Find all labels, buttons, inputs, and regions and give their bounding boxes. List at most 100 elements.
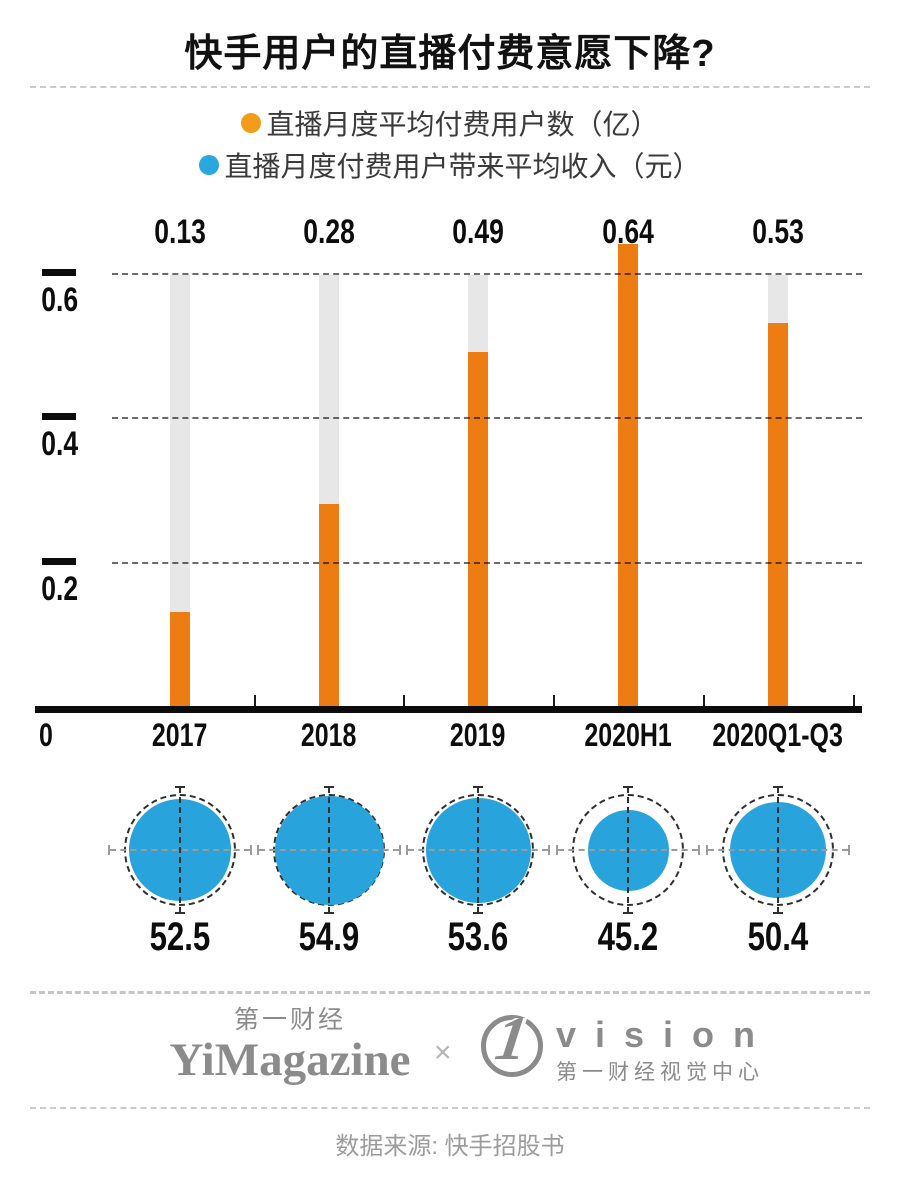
crosshair-cap [848,845,850,855]
bubble-value-label: 54.9 [259,915,399,960]
bubble-value-label-text: 54.9 [298,915,360,959]
bar-track [170,275,190,706]
x-axis-origin-label: 0 [39,717,53,753]
crosshair-cap [773,786,783,788]
bar-2018 [319,504,339,706]
crosshair-cap [406,845,408,855]
x-axis-label: 2020Q1-Q3 [693,717,863,754]
crosshair-cap [623,786,633,788]
vision-wordmark: vision [556,1014,775,1055]
legend: 直播月度平均付费用户数（亿） 直播月度付费用户带来平均收入（元） [0,102,900,186]
crosshair-cap [257,845,259,855]
x-axis-label-text: 2018 [301,717,357,753]
bubble-crosshair-vertical [328,787,330,913]
y-axis-tick [42,413,76,420]
bubble-value-label: 53.6 [408,915,548,960]
vision-circle-icon [481,1015,543,1077]
bar-value-label-text: 0.28 [303,213,355,251]
legend-dot-orange-icon [241,113,262,133]
bubble-crosshair-vertical [477,787,479,913]
yimagazine-logo: 第一财经 YiMagazine [148,1000,432,1085]
bubble-value-label-text: 50.4 [747,915,809,959]
x-axis-label: 2020H1 [543,717,713,754]
crosshair-cap [698,845,700,855]
bar-2020Q1-Q3 [768,323,788,706]
yimagazine-logo-cn: 第一财经 [233,1006,346,1034]
bar-value-label-text: 0.13 [154,213,206,251]
bubble-value-label-text: 45.2 [597,915,659,959]
y-axis-tick-label-text: 0.2 [41,570,79,608]
legend-label-paying-users: 直播月度平均付费用户数（亿） [266,109,659,140]
gridline [112,562,862,564]
x-axis-label: 2018 [244,717,414,754]
page-title: 快手用户的直播付费意愿下降? [184,33,716,75]
legend-item-paying-users: 直播月度平均付费用户数（亿） [241,102,659,144]
bubble-crosshair-vertical [627,787,629,913]
crosshair-cap [473,912,483,914]
bubble-crosshair-vertical [179,787,181,913]
bar-value-label: 0.53 [718,213,838,252]
crosshair-cap [250,845,252,855]
x-axis-label-text: 2020H1 [584,717,672,753]
y-axis-tick-label: 0.6 [30,281,90,320]
y-axis-tick-label-text: 0.4 [41,425,79,463]
crosshair-cap [399,845,401,855]
gridline [112,417,862,419]
cross-icon: × [434,1036,452,1069]
crosshair-cap [773,912,783,914]
crosshair-cap [473,786,483,788]
y-axis-tick-label: 0.2 [30,570,90,609]
legend-label-arpu: 直播月度付费用户带来平均收入（元） [224,151,701,182]
crosshair-cap [324,786,334,788]
x-axis-line [35,706,862,713]
crosshair-cap [175,786,185,788]
crosshair-cap [556,845,558,855]
bar-value-label: 0.28 [269,213,389,252]
y-axis-tick [42,269,76,276]
y-axis-tick [42,558,76,565]
x-axis-label: 2019 [393,717,563,754]
bubble-value-label-text: 53.6 [447,915,509,959]
axis-minor-tick [403,695,405,706]
crosshair-cap [706,845,708,855]
axis-minor-tick [853,695,855,706]
legend-item-arpu: 直播月度付费用户带来平均收入（元） [199,144,701,186]
bar-value-label: 0.49 [418,213,538,252]
yimagazine-logo-en: YiMagazine [169,1034,411,1086]
bubble-value-label: 50.4 [708,915,848,960]
bubble-crosshair-vertical [777,787,779,913]
crosshair-cap [108,845,110,855]
x-axis-label: 2017 [95,717,265,754]
x-axis-label-text: 2020Q1-Q3 [712,717,844,753]
bubble-value-label: 45.2 [558,915,698,960]
legend-dot-blue-icon [199,155,220,175]
vision-subtitle: 第一财经视觉中心 [556,1061,764,1084]
bubble-value-label: 52.5 [110,915,250,960]
crosshair-cap [175,912,185,914]
bar-2017 [170,612,190,706]
data-source: 数据来源: 快手招股书 [335,1133,565,1160]
bar-value-label-text: 0.53 [752,213,804,251]
bar-2020H1 [618,244,638,706]
divider-mid [30,991,870,994]
x-axis-label-text: 2019 [450,717,506,753]
axis-minor-tick [703,695,705,706]
bar-2019 [468,352,488,706]
bar-chart: 0 0.2 0.4 0.6 0.13 2017 0.28 2018 0.49 2019 0.64 2… [0,205,900,770]
y-axis-tick-label-text: 0.6 [41,281,79,319]
axis-minor-tick [254,695,256,706]
crosshair-cap [548,845,550,855]
bar-value-label-text: 0.49 [452,213,504,251]
y-axis-tick-label: 0.4 [30,425,90,464]
divider-top [30,86,870,88]
gridline [112,273,862,275]
x-axis-label-text: 2017 [152,717,208,753]
crosshair-cap [324,912,334,914]
bar-value-label: 0.13 [120,213,240,252]
divider-bottom [30,1107,870,1109]
axis-minor-tick [553,695,555,706]
bubble-row: 52.5 54.9 53.6 45.2 50.4 [0,782,900,982]
bubble-value-label-text: 52.5 [149,915,211,959]
crosshair-cap [623,912,633,914]
